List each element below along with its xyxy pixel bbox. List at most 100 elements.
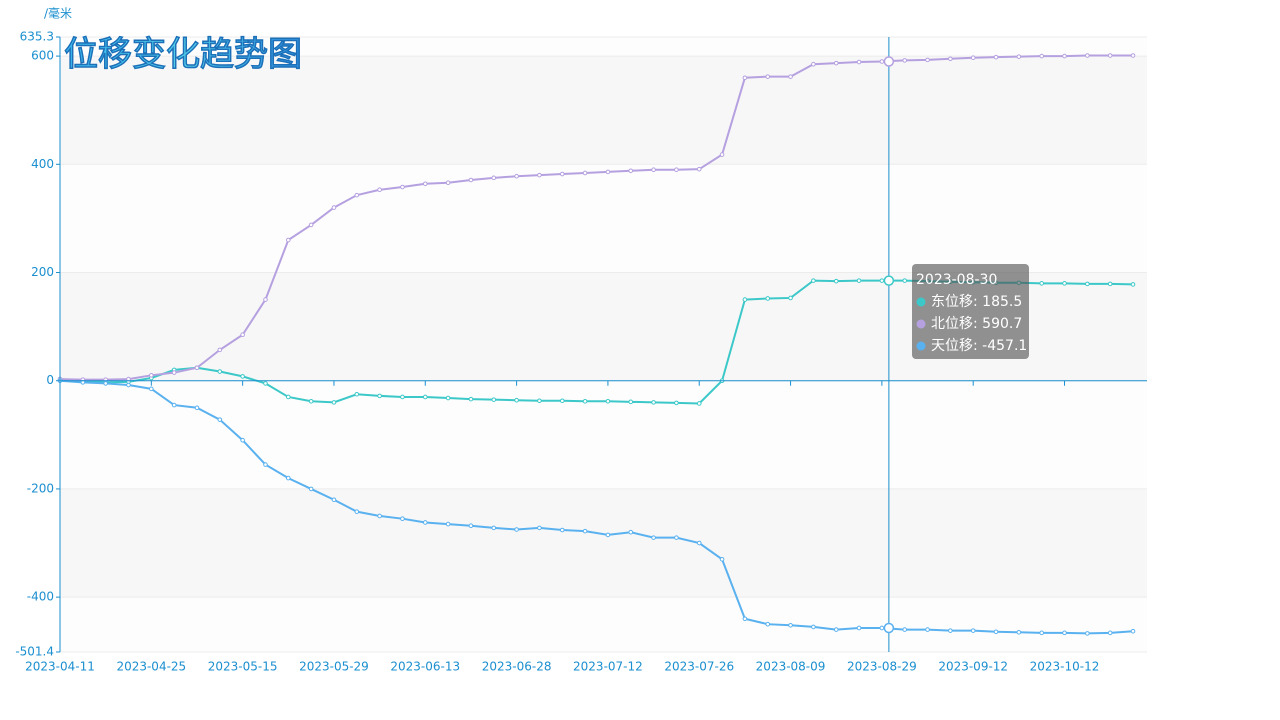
x-tick-label: 2023-06-28 xyxy=(482,660,552,674)
point-marker xyxy=(559,527,565,533)
point-marker xyxy=(171,370,177,375)
point-marker xyxy=(1130,53,1136,58)
point-marker xyxy=(993,629,999,635)
point-marker xyxy=(674,400,679,406)
tooltip: 2023-08-30 东位移: 185.5 北位移: 590.7 天位移: -457… xyxy=(912,264,1029,359)
point-marker xyxy=(149,386,154,392)
point-marker xyxy=(993,54,999,60)
point-marker xyxy=(377,187,382,193)
point-marker xyxy=(354,391,360,397)
point-marker xyxy=(1085,53,1090,58)
point-marker xyxy=(879,278,885,283)
point-marker xyxy=(902,627,908,632)
point-marker xyxy=(765,621,771,627)
point-marker xyxy=(308,486,314,492)
point-marker xyxy=(354,192,360,198)
point-marker xyxy=(948,628,953,633)
point-marker xyxy=(559,171,565,177)
point-marker xyxy=(696,540,702,546)
point-marker xyxy=(468,396,474,402)
point-marker xyxy=(925,57,930,63)
point-marker xyxy=(263,462,268,467)
series-line xyxy=(59,54,1134,381)
point-marker xyxy=(1130,282,1136,287)
point-marker xyxy=(719,152,725,157)
point-marker xyxy=(331,497,337,503)
point-marker xyxy=(1107,53,1113,58)
point-marker xyxy=(240,437,245,443)
tooltip-item: 东位移: 185.5 xyxy=(931,294,1022,310)
point-marker xyxy=(103,381,108,386)
x-tick-label: 2023-08-29 xyxy=(847,660,917,674)
point-marker xyxy=(537,398,542,404)
chart-title: 位移变化趋势图 xyxy=(64,35,302,75)
point-marker xyxy=(879,59,885,64)
point-marker xyxy=(491,397,497,402)
point-marker xyxy=(422,181,428,187)
point-marker xyxy=(811,278,816,283)
point-marker xyxy=(263,297,268,302)
point-marker xyxy=(1062,53,1067,59)
point-marker xyxy=(240,332,245,338)
point-marker xyxy=(651,535,656,540)
point-marker xyxy=(240,374,245,379)
point-marker xyxy=(605,532,611,538)
point-marker xyxy=(1062,281,1067,286)
point-marker xyxy=(491,175,497,181)
point-marker xyxy=(286,394,291,400)
highlight-point xyxy=(883,56,895,67)
point-marker xyxy=(422,394,428,400)
point-marker xyxy=(674,535,679,540)
y-tick-label: -200 xyxy=(27,481,54,495)
tooltip-title: 2023-08-30 xyxy=(916,272,997,288)
point-marker xyxy=(171,402,177,408)
point-marker xyxy=(400,394,405,400)
point-marker xyxy=(1085,631,1090,636)
point-marker xyxy=(537,172,542,178)
point-marker xyxy=(1062,630,1067,636)
split-area xyxy=(60,164,1147,273)
point-marker xyxy=(674,167,679,173)
point-marker xyxy=(856,59,862,65)
split-area xyxy=(60,380,1147,489)
point-marker xyxy=(811,61,816,67)
x-tick-label: 2023-04-25 xyxy=(116,660,186,674)
point-marker xyxy=(400,516,405,521)
point-marker xyxy=(833,278,839,284)
point-marker xyxy=(628,399,634,405)
y-axis-label: /毫米 xyxy=(44,6,72,21)
point-marker xyxy=(696,401,702,406)
x-tick-label: 2023-04-11 xyxy=(25,660,95,674)
point-marker xyxy=(468,177,474,183)
point-marker xyxy=(308,398,314,404)
point-marker xyxy=(628,529,634,535)
highlight-point xyxy=(883,275,895,286)
point-marker xyxy=(491,525,497,531)
point-marker xyxy=(1039,53,1044,59)
point-marker xyxy=(1016,54,1022,59)
point-marker xyxy=(879,625,885,631)
x-tick-label: 2023-10-12 xyxy=(1030,660,1100,674)
point-marker xyxy=(514,397,519,403)
point-marker xyxy=(765,74,771,79)
tooltip-dot xyxy=(916,297,926,307)
point-marker xyxy=(605,398,611,404)
point-marker xyxy=(788,295,793,301)
point-marker xyxy=(696,166,702,172)
point-marker xyxy=(719,556,725,562)
point-marker xyxy=(559,398,565,404)
point-marker xyxy=(628,168,634,174)
x-tick-label: 2023-05-15 xyxy=(208,660,278,674)
point-marker xyxy=(651,167,656,173)
point-marker xyxy=(286,237,291,243)
y-tick-label: -501.4 xyxy=(15,645,54,659)
point-marker xyxy=(514,173,519,179)
point-marker xyxy=(1039,281,1044,286)
y-tick-label: 635.3 xyxy=(20,30,54,44)
point-marker xyxy=(856,278,862,283)
point-marker xyxy=(217,369,223,374)
point-marker xyxy=(902,58,908,63)
